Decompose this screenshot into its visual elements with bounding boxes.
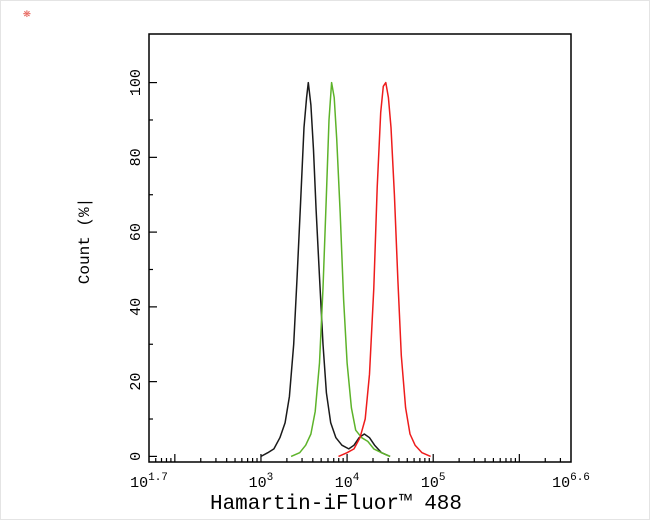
axis-ticks — [149, 81, 562, 462]
x-tick-label: 101.7 — [130, 472, 168, 492]
x-axis-title: Hamartin-iFluor™ 488 — [210, 493, 462, 516]
y-tick-label: 60 — [128, 223, 145, 241]
y-tick-label: 100 — [128, 69, 145, 96]
histogram-curves — [260, 81, 431, 458]
y-tick-label: 0 — [128, 452, 145, 461]
x-tick-label: 106.6 — [552, 472, 590, 492]
x-tick-label: 104 — [335, 472, 360, 492]
axis-tick-labels: 0 20 40 60 80 100 101.7 103 104 105 106.6 — [128, 69, 590, 492]
watermark-mark: ❋ — [23, 6, 31, 21]
plot-border — [148, 33, 572, 463]
y-tick-label: 20 — [128, 373, 145, 391]
y-axis-title: Count (%| — [76, 198, 94, 284]
curve-stained-red — [338, 81, 431, 458]
x-tick-label: 103 — [249, 472, 274, 492]
y-tick-label: 40 — [128, 298, 145, 316]
x-tick-label: 105 — [421, 472, 446, 492]
plot-frame — [148, 33, 572, 463]
curve-isotype-green — [290, 81, 391, 458]
y-tick-label: 80 — [128, 148, 145, 166]
